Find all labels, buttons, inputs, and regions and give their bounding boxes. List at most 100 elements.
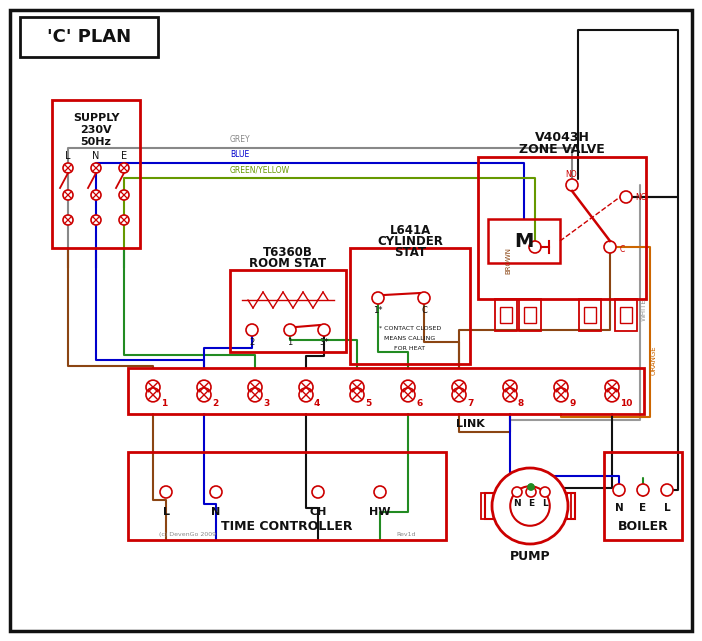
Text: LINK: LINK: [456, 419, 484, 429]
Circle shape: [452, 380, 466, 394]
Bar: [524, 307, 536, 323]
Text: NO: NO: [565, 169, 577, 178]
Bar: [584, 307, 596, 323]
Bar: [620, 307, 632, 323]
Bar: [128, 368, 644, 414]
Text: 'C' PLAN: 'C' PLAN: [47, 28, 131, 46]
Text: * CONTACT CLOSED: * CONTACT CLOSED: [379, 326, 441, 331]
Bar: [615, 299, 637, 331]
Circle shape: [246, 324, 258, 336]
Circle shape: [248, 388, 262, 402]
Circle shape: [605, 380, 619, 394]
Circle shape: [312, 486, 324, 498]
Circle shape: [160, 486, 172, 498]
Circle shape: [637, 484, 649, 496]
Circle shape: [210, 486, 222, 498]
Circle shape: [146, 380, 160, 394]
Bar: [481, 493, 485, 519]
Text: L641A: L641A: [390, 224, 430, 237]
Bar: [20, 17, 158, 57]
Text: 7: 7: [467, 399, 473, 408]
Text: L: L: [663, 503, 670, 513]
Circle shape: [528, 484, 534, 490]
Circle shape: [529, 241, 541, 253]
Text: 1: 1: [287, 338, 293, 347]
Circle shape: [401, 388, 415, 402]
Circle shape: [452, 388, 466, 402]
Text: Rev1d: Rev1d: [396, 532, 416, 537]
Bar: [565, 493, 575, 519]
Text: E: E: [528, 499, 534, 508]
Circle shape: [63, 163, 73, 173]
Text: V4043H: V4043H: [534, 131, 590, 144]
Text: 2: 2: [212, 399, 218, 408]
Text: STAT: STAT: [394, 246, 426, 258]
Bar: [478, 157, 646, 299]
Bar: [488, 219, 560, 263]
Circle shape: [350, 388, 364, 402]
Text: E: E: [121, 151, 127, 161]
Circle shape: [197, 388, 211, 402]
Circle shape: [284, 324, 296, 336]
Circle shape: [119, 190, 129, 200]
Bar: [495, 299, 517, 331]
Text: CH: CH: [310, 507, 326, 517]
Text: BLUE: BLUE: [230, 150, 249, 159]
Text: 1*: 1*: [373, 306, 383, 315]
Circle shape: [540, 487, 550, 497]
Text: 3: 3: [263, 399, 270, 408]
Text: GREEN/YELLOW: GREEN/YELLOW: [230, 165, 290, 174]
Circle shape: [401, 380, 415, 394]
Text: TIME CONTROLLER: TIME CONTROLLER: [221, 519, 352, 533]
Text: CYLINDER: CYLINDER: [377, 235, 443, 247]
Circle shape: [91, 190, 101, 200]
Circle shape: [299, 388, 313, 402]
Bar: [604, 452, 682, 540]
Text: 50Hz: 50Hz: [81, 137, 112, 147]
Circle shape: [197, 380, 211, 394]
Text: 4: 4: [314, 399, 320, 408]
Circle shape: [503, 380, 517, 394]
Text: PUMP: PUMP: [510, 549, 550, 563]
Text: ROOM STAT: ROOM STAT: [249, 256, 326, 269]
Circle shape: [374, 486, 386, 498]
Text: GREY: GREY: [230, 135, 251, 144]
Bar: [485, 493, 495, 519]
Circle shape: [605, 388, 619, 402]
Bar: [500, 307, 512, 323]
Text: N: N: [513, 499, 521, 508]
Text: HW: HW: [369, 507, 391, 517]
Circle shape: [620, 191, 632, 203]
Text: L: L: [65, 151, 71, 161]
Text: N: N: [92, 151, 100, 161]
Circle shape: [510, 487, 550, 526]
Text: BROWN: BROWN: [505, 247, 511, 274]
Circle shape: [613, 484, 625, 496]
Circle shape: [418, 292, 430, 304]
Circle shape: [528, 484, 534, 490]
Bar: [52, 100, 140, 248]
Bar: [519, 299, 541, 331]
Text: C: C: [620, 244, 625, 253]
Text: 9: 9: [569, 399, 576, 408]
Circle shape: [299, 380, 313, 394]
Text: 2: 2: [249, 338, 255, 347]
Circle shape: [63, 215, 73, 225]
Circle shape: [119, 215, 129, 225]
Text: 230V: 230V: [80, 125, 112, 135]
Text: NC: NC: [635, 192, 646, 201]
Bar: [567, 493, 571, 519]
Bar: [230, 270, 346, 352]
Text: FOR HEAT: FOR HEAT: [395, 345, 425, 351]
Circle shape: [146, 388, 160, 402]
Text: E: E: [640, 503, 647, 513]
Circle shape: [554, 388, 568, 402]
Text: MEANS CALLING: MEANS CALLING: [385, 335, 436, 340]
Text: N: N: [211, 507, 220, 517]
Bar: [579, 299, 601, 331]
Text: 3*: 3*: [319, 338, 329, 347]
Text: WHITE: WHITE: [641, 299, 647, 321]
Circle shape: [91, 215, 101, 225]
Circle shape: [526, 487, 536, 497]
Circle shape: [63, 190, 73, 200]
